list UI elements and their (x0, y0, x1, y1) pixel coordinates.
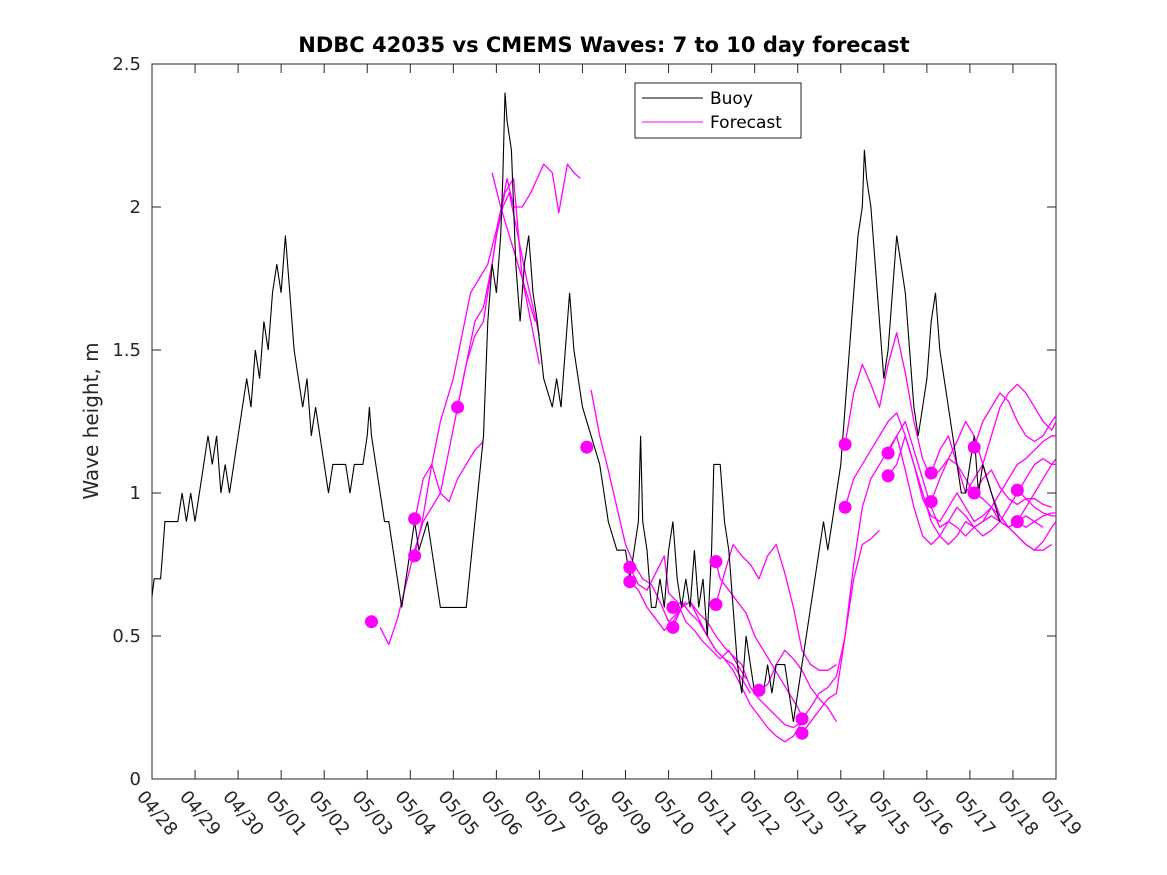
forecast-line-7 (590, 389, 687, 623)
forecast-marker-3 (408, 549, 422, 563)
forecast-marker-22 (967, 486, 981, 500)
y-tick-label: 2 (130, 197, 141, 218)
forecast-line-13 (715, 543, 837, 671)
forecast-line-6 (491, 172, 536, 322)
forecast-line-20 (887, 435, 1056, 546)
legend-buoy-label: Buoy (710, 89, 753, 109)
forecast-marker-16 (838, 500, 852, 514)
forecast-marker-13 (795, 712, 809, 726)
buoy-series (151, 92, 1001, 722)
forecast-marker-6 (623, 560, 637, 574)
forecast-marker-23 (1010, 483, 1024, 497)
forecast-marker-2 (408, 512, 422, 526)
forecast-marker-20 (924, 495, 938, 509)
legend-box (634, 82, 802, 139)
forecast-marker-12 (752, 683, 766, 697)
forecast-marker-1 (365, 615, 378, 629)
forecast-line-14 (758, 649, 838, 723)
y-tick-label: 2.5 (112, 54, 141, 75)
buoy-line (151, 92, 1001, 722)
y-tick-label: 1.5 (112, 340, 141, 361)
forecast-line-5 (456, 163, 581, 408)
forecast-series (379, 163, 1057, 743)
forecast-marker-10 (709, 555, 723, 569)
forecast-marker-19 (924, 466, 938, 480)
forecast-marker-21 (967, 440, 981, 454)
forecast-line-10 (672, 601, 803, 743)
legend: Buoy Forecast (634, 82, 802, 139)
forecast-marker-24 (1010, 515, 1024, 529)
forecast-marker-17 (881, 446, 895, 460)
y-tick-label: 0 (130, 769, 141, 790)
forecast-line-26 (1016, 512, 1056, 528)
y-tick-label: 0.5 (112, 626, 141, 647)
forecast-line-23 (973, 392, 1057, 448)
forecast-line-22 (930, 420, 1057, 528)
forecast-markers (365, 400, 1024, 740)
forecast-marker-11 (709, 598, 723, 611)
forecast-marker-18 (881, 469, 895, 483)
forecast-marker-7 (623, 575, 637, 589)
forecast-line-15 (801, 529, 880, 720)
legend-forecast-label: Forecast (710, 113, 782, 133)
forecast-marker-4 (451, 400, 465, 414)
forecast-marker-8 (666, 600, 680, 614)
chart-title: NDBC 42035 vs CMEMS Waves: 7 to 10 day f… (298, 33, 909, 57)
forecast-line-24 (973, 492, 1057, 551)
forecast-marker-9 (666, 620, 680, 634)
forecast-line-12 (715, 561, 803, 717)
forecast-marker-15 (838, 437, 852, 451)
y-axis-label: Wave height, m (79, 342, 103, 499)
forecast-marker-14 (795, 726, 809, 740)
forecast-marker-5 (580, 440, 594, 454)
forecast-line-4 (456, 192, 541, 408)
forecast-line-25 (1016, 489, 1056, 517)
y-tick-label: 1 (130, 483, 141, 504)
forecast-line-2 (413, 441, 484, 522)
